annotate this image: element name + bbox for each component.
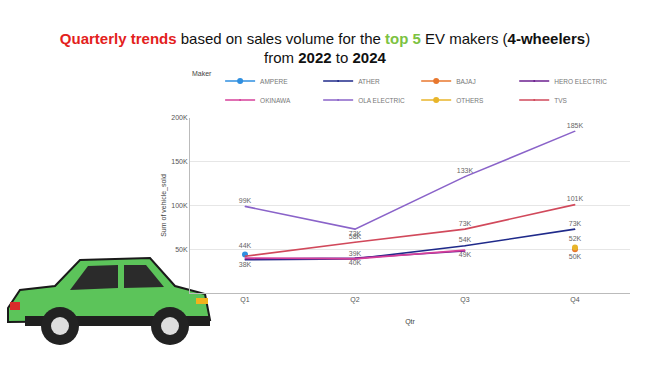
svg-text:100K: 100K bbox=[171, 202, 188, 209]
svg-text:Q1: Q1 bbox=[240, 296, 249, 304]
svg-text:50K: 50K bbox=[569, 253, 582, 260]
svg-text:49K: 49K bbox=[459, 251, 472, 258]
svg-text:54K: 54K bbox=[459, 236, 472, 243]
svg-text:OTHERS: OTHERS bbox=[456, 97, 484, 104]
svg-text:73K: 73K bbox=[349, 230, 362, 237]
svg-text:OKINAWA: OKINAWA bbox=[260, 97, 291, 104]
svg-text:40K: 40K bbox=[349, 259, 362, 266]
svg-text:TVS: TVS bbox=[554, 97, 567, 104]
svg-text:ATHER: ATHER bbox=[358, 78, 380, 85]
svg-text:73K: 73K bbox=[459, 220, 472, 227]
svg-text:185K: 185K bbox=[567, 122, 584, 129]
svg-text:200K: 200K bbox=[171, 114, 188, 121]
svg-text:OLA ELECTRIC: OLA ELECTRIC bbox=[358, 97, 405, 104]
svg-text:50K: 50K bbox=[175, 246, 188, 253]
svg-text:Sum of vehicle_sold: Sum of vehicle_sold bbox=[160, 174, 168, 237]
svg-text:150K: 150K bbox=[171, 158, 188, 165]
svg-text:44K: 44K bbox=[239, 242, 252, 249]
svg-text:Quarterly trends based on sale: Quarterly trends based on sales volume f… bbox=[60, 30, 590, 67]
svg-text:38K: 38K bbox=[239, 261, 252, 268]
svg-text:Q2: Q2 bbox=[350, 296, 359, 304]
svg-text:Q3: Q3 bbox=[460, 296, 469, 304]
svg-text:73K: 73K bbox=[569, 220, 582, 227]
svg-text:Qtr: Qtr bbox=[405, 318, 415, 326]
svg-text:Q4: Q4 bbox=[570, 296, 579, 304]
svg-text:BAJAJ: BAJAJ bbox=[456, 78, 476, 85]
svg-text:58K: 58K bbox=[349, 233, 362, 240]
svg-text:HERO ELECTRIC: HERO ELECTRIC bbox=[554, 78, 607, 85]
svg-text:52K: 52K bbox=[569, 235, 582, 242]
svg-text:99K: 99K bbox=[239, 197, 252, 204]
svg-text:101K: 101K bbox=[567, 195, 584, 202]
svg-text:133K: 133K bbox=[457, 167, 474, 174]
svg-text:Maker: Maker bbox=[192, 70, 212, 77]
svg-text:AMPERE: AMPERE bbox=[260, 78, 288, 85]
svg-text:39K: 39K bbox=[349, 250, 362, 257]
